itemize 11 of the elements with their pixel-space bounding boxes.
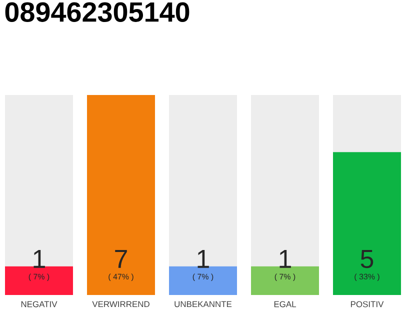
- data-label: 1: [34, 250, 45, 268]
- x-tick-label: UNBEKANNTE: [174, 301, 232, 308]
- x-tick-label: NEGATIV: [21, 301, 58, 308]
- x-tick-label: VERWIRREND: [92, 301, 150, 308]
- x-tick-label: EGAL: [274, 301, 296, 308]
- data-label: 7: [115, 250, 127, 268]
- x-tick-label: POSITIV: [350, 301, 384, 308]
- data-label: 1: [198, 250, 209, 268]
- data-label: 1: [280, 250, 291, 268]
- data-label: 5: [360, 250, 374, 268]
- chart-title: 089462305140: [5, 2, 190, 22]
